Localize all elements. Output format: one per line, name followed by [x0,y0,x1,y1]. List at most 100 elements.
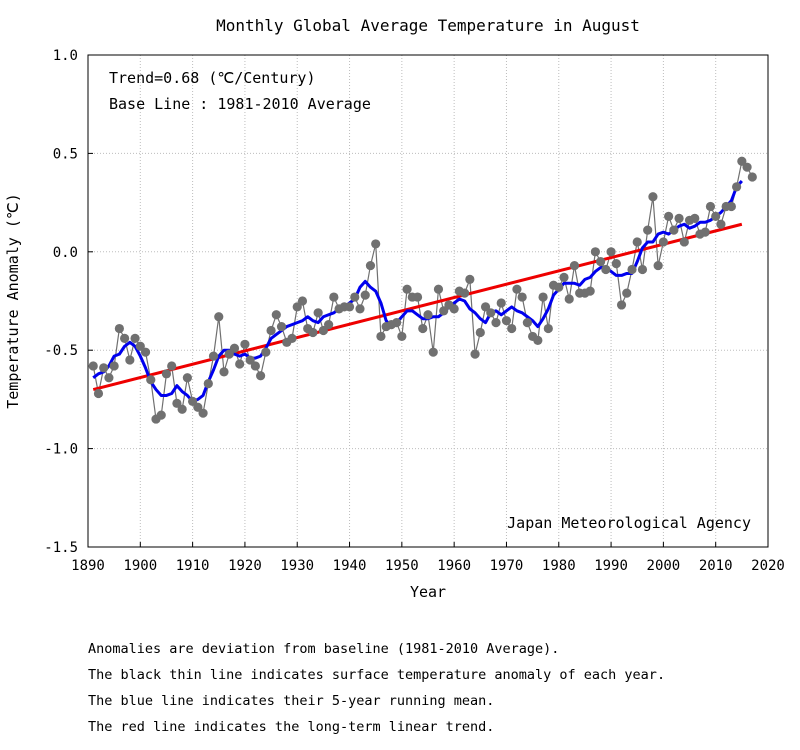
annual-anomaly-point [622,288,632,298]
annual-anomaly-point [538,292,548,302]
annual-anomaly-point [308,327,318,338]
annual-anomaly-point [140,347,151,357]
annual-anomaly-point [737,156,747,166]
notes: Anomalies are deviation from baseline (1… [88,636,665,740]
annual-anomaly-point [93,388,104,399]
annual-anomaly-point [120,333,130,343]
annual-anomaly-point [271,310,281,320]
y-tick-label: 0.5 [53,146,78,162]
chart: Monthly Global Average Temperature in Au… [4,16,785,601]
annual-anomaly-point [177,404,187,414]
y-tick-label: -1.0 [44,442,78,458]
x-tick-label: 1990 [594,558,628,574]
annual-anomaly-point [439,306,449,316]
annual-anomaly-point [324,320,334,330]
annual-anomaly-point [292,302,302,312]
annual-anomaly-point [522,318,532,328]
annual-anomaly-point [344,302,355,312]
annual-anomaly-point [632,237,642,247]
annual-anomaly-point [742,162,752,172]
annual-anomaly-point [585,286,595,296]
annual-anomaly-point [418,323,428,334]
annual-anomaly-point [664,211,674,221]
y-tick-label: -0.5 [44,343,78,359]
annual-anomaly-point [198,408,208,418]
annual-anomaly-point [313,308,323,318]
annual-anomaly-point [653,260,663,271]
annual-anomaly-point [208,351,219,361]
annual-anomaly-point [104,373,114,383]
annual-anomaly-point [480,302,491,312]
annual-anomaly-point [397,331,407,342]
annual-anomaly-point [569,260,580,271]
annual-anomaly-point [203,379,213,389]
x-tick-label: 1980 [542,558,576,574]
annual-anomaly-point [690,213,700,223]
annual-anomaly-point [318,325,328,336]
annual-anomaly-point [130,333,140,343]
annual-anomaly-point [172,398,182,408]
annual-anomaly-point [486,308,496,318]
trend-annotation: Trend=0.68 (℃/Century) [109,69,316,87]
x-axis-ticks: 1890 1900 1910 1920 1930 1940 1950 1960 1970 1980… [71,542,785,574]
annual-anomaly-point [433,284,444,294]
annual-anomaly-point [496,298,506,308]
annual-anomaly-point [266,325,276,336]
x-tick-label: 1910 [176,558,210,574]
series-layer [88,156,757,424]
annual-anomaly-point [637,264,648,275]
annual-anomaly-point [460,288,470,298]
x-tick-label: 1960 [437,558,471,574]
annual-anomaly-point [700,227,710,237]
note-line: Anomalies are deviation from baseline (1… [88,641,560,657]
annual-anomaly-point [611,259,621,269]
note-line: The red line indicates the long-term lin… [88,719,495,735]
annual-anomaly-point [711,211,721,221]
grid [88,55,768,547]
annual-anomaly-point [475,327,485,338]
annual-anomaly-point [114,323,124,334]
annual-anomaly-point [287,333,297,343]
annual-anomaly-point [355,304,365,314]
annual-anomaly-point [371,239,381,249]
annual-anomaly-point [235,359,245,369]
x-tick-label: 1940 [333,558,367,574]
annual-anomaly-point [167,361,177,371]
plot-frame [87,54,769,548]
annual-anomaly-point [188,396,198,406]
annual-anomaly-point [669,225,679,235]
annual-anomaly-point [716,219,726,229]
annual-anomaly-point [543,323,553,334]
x-tick-label: 1930 [280,558,314,574]
source-annotation: Japan Meteorological Agency [507,514,751,532]
annual-anomaly-point [214,312,224,322]
annual-anomaly-point [491,318,501,328]
annual-anomaly-point [261,347,271,357]
annual-anomaly-point [161,369,172,379]
annual-anomaly-point [376,331,386,342]
annual-anomaly-point [297,296,308,306]
annual-anomaly-point [125,355,135,365]
x-axis-label: Year [410,583,446,601]
annual-anomaly-point [360,290,370,300]
annual-anomaly-point [256,371,266,381]
annual-anomaly-point [507,323,517,334]
annual-anomaly-point [412,292,423,302]
annual-anomaly-point [648,192,658,202]
annual-anomaly-point [88,361,98,371]
y-tick-label: 1.0 [53,48,78,64]
chart-title: Monthly Global Average Temperature in Au… [216,16,640,35]
annual-anomaly-point [470,349,480,359]
annual-anomaly-point [402,284,412,294]
annual-anomaly-point [679,237,689,247]
annual-anomaly-point [135,341,145,351]
x-tick-label: 2020 [751,558,785,574]
annual-anomaly-point [606,247,616,257]
y-tick-label: -1.5 [44,540,78,556]
annual-anomaly-point [554,282,564,292]
annual-anomaly-point [146,375,156,385]
annual-anomaly-point [156,410,166,420]
annual-anomaly-point [747,172,757,182]
annual-anomaly-point [465,274,475,284]
x-tick-label: 2010 [699,558,733,574]
